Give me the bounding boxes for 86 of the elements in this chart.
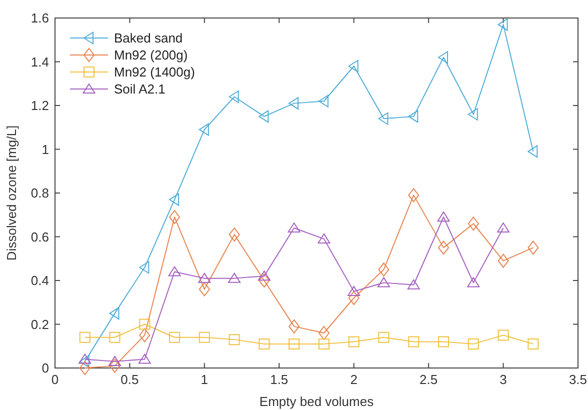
y-tick-label: 0	[42, 360, 49, 376]
point	[438, 336, 450, 348]
x-axis-title: Empty bed volumes	[259, 394, 374, 409]
y-tick-label: 1.2	[30, 98, 49, 113]
point	[79, 332, 90, 343]
point	[258, 338, 270, 350]
point	[138, 354, 151, 364]
point	[348, 336, 360, 348]
point	[258, 110, 269, 123]
point	[528, 240, 539, 255]
point	[79, 355, 90, 368]
point	[498, 254, 509, 268]
point	[108, 356, 122, 366]
point	[109, 307, 120, 320]
point	[348, 291, 360, 305]
point	[378, 112, 388, 125]
y-tick-label: 1	[42, 142, 49, 157]
y-tick-label: 1.4	[30, 54, 49, 70]
legend-label: Baked sand	[114, 30, 183, 46]
point	[407, 279, 420, 290]
point	[169, 193, 180, 206]
point	[318, 94, 328, 108]
point	[318, 338, 330, 350]
point	[169, 332, 180, 343]
point	[78, 354, 92, 364]
point	[408, 336, 420, 348]
x-tick-label: 3	[500, 372, 507, 387]
point	[528, 338, 539, 350]
point	[438, 51, 448, 64]
point	[228, 228, 240, 242]
point	[498, 330, 509, 341]
y-tick-label: 0.8	[30, 186, 49, 200]
point	[528, 145, 538, 158]
point	[169, 210, 180, 224]
point	[109, 358, 120, 373]
legend-label: Mn92 (200g)	[114, 48, 188, 62]
point	[198, 282, 210, 296]
point	[228, 272, 241, 283]
x-tick-label: 0	[51, 372, 59, 387]
x-tick-label: 2	[350, 372, 358, 387]
point	[228, 334, 240, 346]
y-axis-title: Dissolved ozone [mg/L]	[4, 125, 19, 261]
point	[468, 216, 479, 231]
point	[348, 286, 360, 296]
y-tick-label: 0.4	[30, 273, 49, 288]
point	[497, 222, 510, 232]
point	[258, 270, 270, 281]
point	[318, 233, 330, 244]
point	[228, 90, 239, 103]
point	[109, 332, 120, 343]
point	[139, 261, 150, 274]
point	[139, 328, 150, 342]
point	[288, 222, 300, 232]
point	[258, 274, 270, 288]
point	[198, 332, 210, 343]
point	[288, 97, 299, 110]
point	[467, 277, 480, 288]
x-tick-label: 2.5	[420, 372, 438, 387]
legend-label: Mn92 (1400g)	[114, 64, 195, 80]
point	[198, 272, 211, 283]
point	[408, 188, 420, 202]
y-tick-label: 0.2	[30, 316, 49, 332]
point	[437, 212, 450, 222]
point	[139, 318, 150, 330]
point	[348, 60, 358, 72]
x-tick-label: 1.5	[270, 372, 288, 387]
point	[288, 319, 300, 334]
y-tick-label: 1.6	[30, 10, 49, 26]
point	[378, 262, 390, 277]
x-tick-label: 3.5	[568, 372, 588, 387]
point	[468, 108, 478, 120]
point	[378, 332, 390, 343]
point	[318, 326, 330, 340]
x-tick-label: 1	[200, 372, 208, 387]
point	[377, 277, 390, 288]
point	[468, 338, 479, 350]
point	[498, 18, 508, 31]
legend-label: Soil A2.1	[114, 82, 166, 96]
x-tick-label: 0.5	[120, 372, 139, 387]
point	[408, 110, 418, 123]
point	[79, 361, 90, 375]
point	[288, 338, 300, 350]
point	[198, 123, 209, 136]
point	[438, 240, 450, 255]
y-tick-label: 0.6	[30, 229, 49, 244]
point	[168, 266, 181, 276]
